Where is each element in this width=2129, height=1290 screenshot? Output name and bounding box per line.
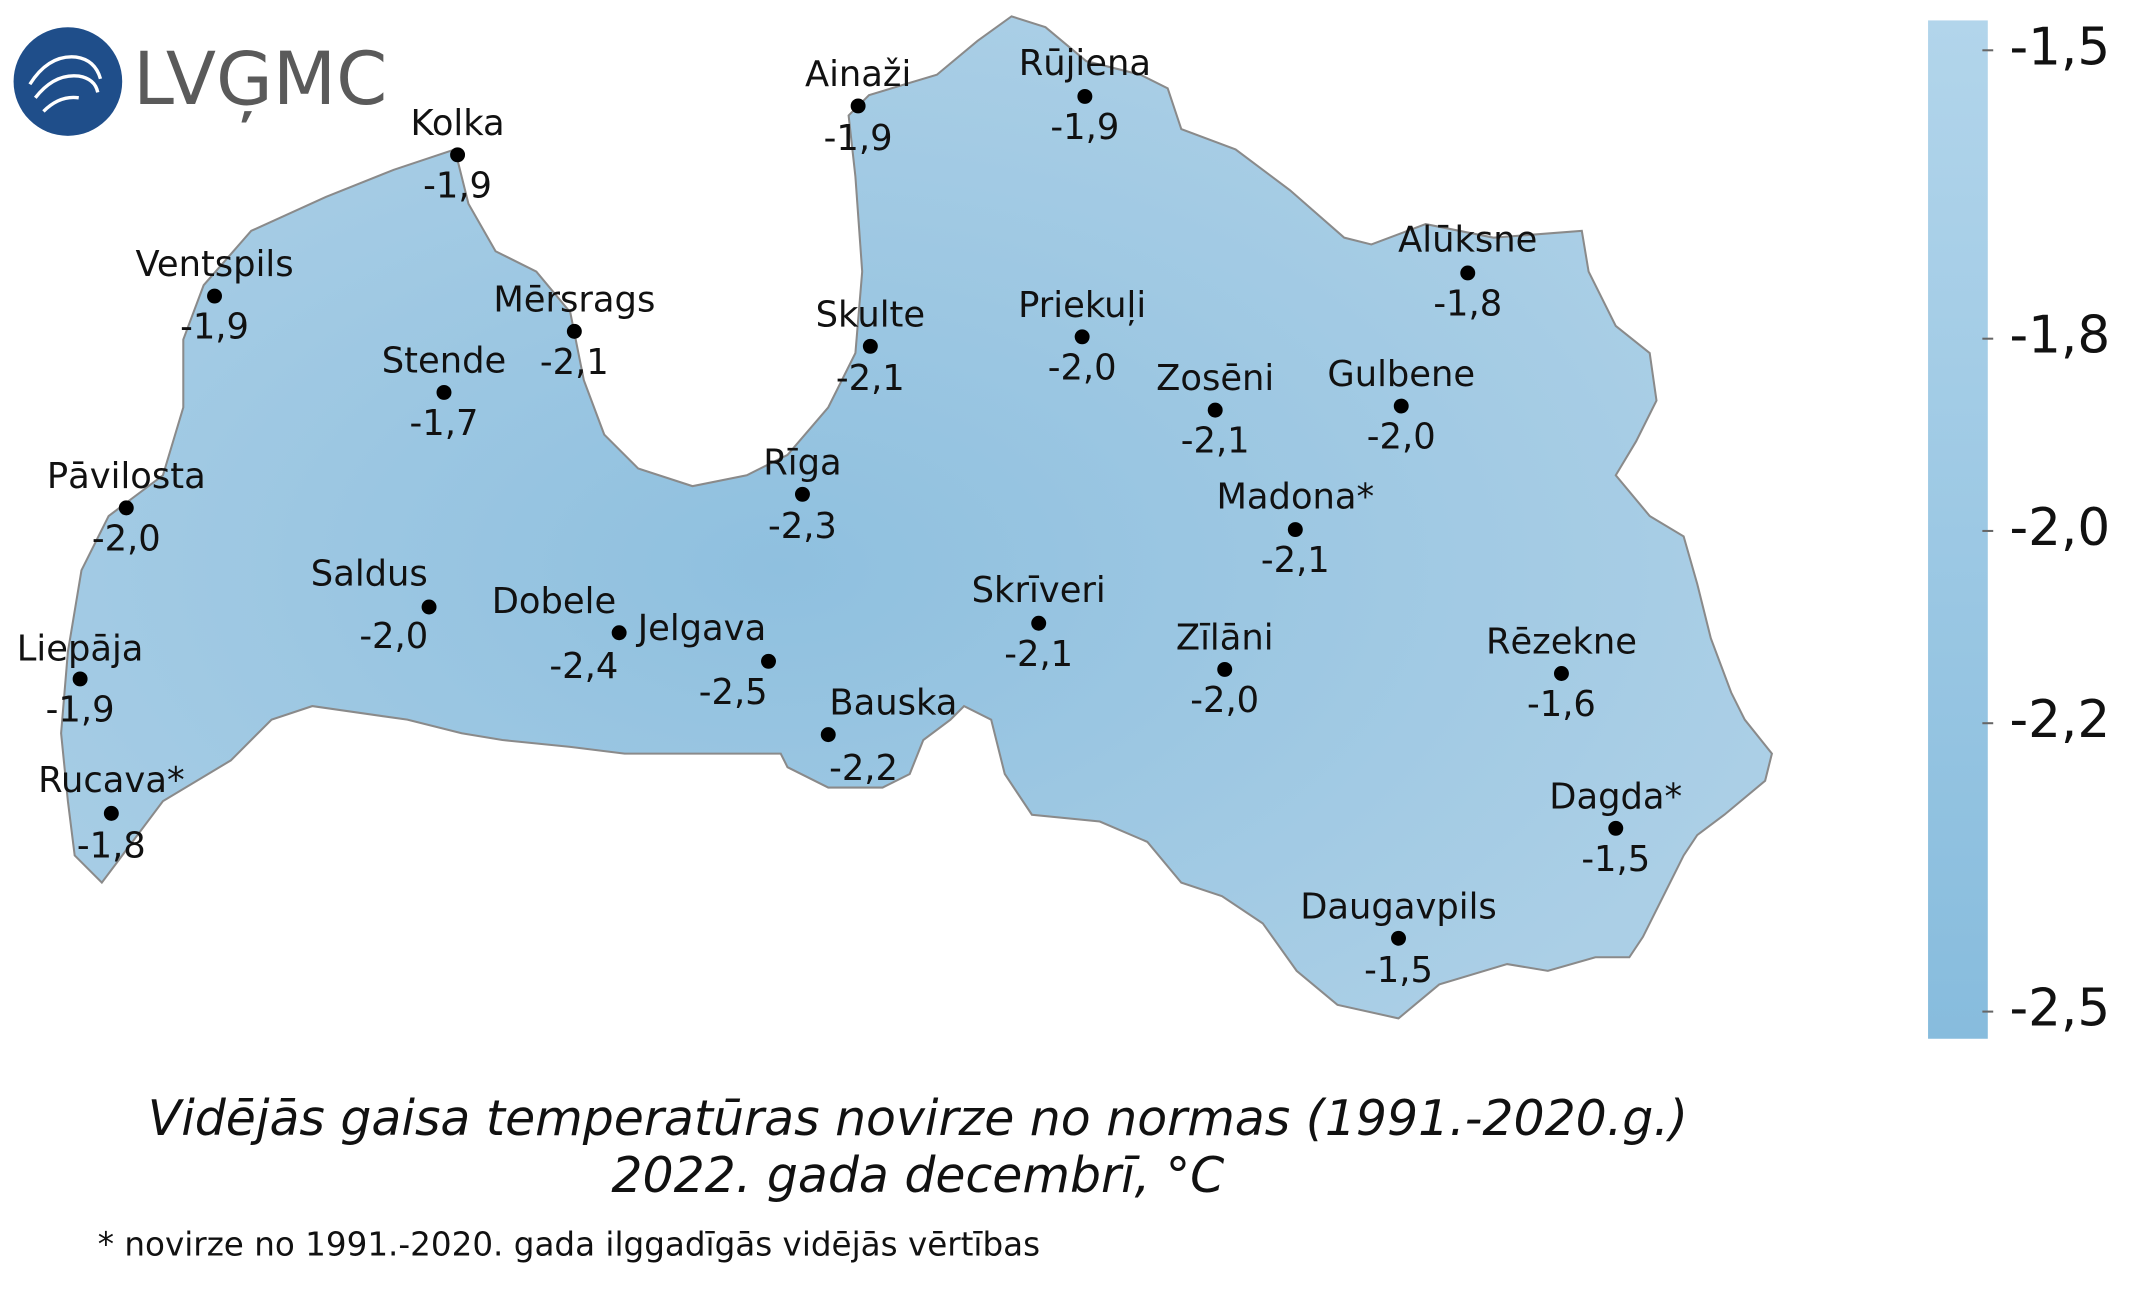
station-name: Rūjiena: [1019, 43, 1151, 84]
station-dot: [820, 727, 836, 743]
station-name: Rīga: [763, 442, 841, 483]
station-value: -2,0: [1190, 680, 1259, 721]
station-dot: [1553, 666, 1569, 681]
station-dot: [1391, 930, 1406, 946]
station-value: -1,9: [180, 307, 249, 348]
station-dot: [1207, 402, 1223, 418]
colorbar-label: -2,2: [2010, 690, 2111, 750]
station-dot: [103, 805, 119, 821]
logo: LVĢMC: [13, 27, 387, 136]
station-value: -1,9: [824, 118, 893, 159]
station-value: -2,0: [92, 518, 161, 559]
station-dot: [1608, 820, 1624, 836]
station-name: Mērsrags: [493, 279, 655, 320]
station-value: -2,0: [1048, 347, 1117, 388]
station-name: Pāvilosta: [47, 456, 206, 497]
station-value: -2,1: [1181, 421, 1250, 462]
station-name: Priekuļi: [1018, 285, 1146, 326]
station-name: Skrīveri: [972, 570, 1106, 611]
title-line: Vidējās gaisa temperatūras novirze no no…: [148, 1090, 1688, 1147]
station-dot: [72, 671, 88, 687]
station-name: Rēzekne: [1486, 622, 1637, 663]
colorbar-label: -1,8: [2010, 306, 2111, 366]
colorbar-label: -2,0: [2010, 498, 2111, 558]
logo-text: LVĢMC: [133, 37, 387, 122]
station-dot: [1287, 522, 1303, 538]
station-value: -2,3: [768, 506, 837, 547]
station-value: -1,9: [46, 690, 115, 731]
station-dot: [1074, 329, 1090, 345]
station-name: Dagda*: [1549, 776, 1682, 817]
station-name: Stende: [382, 341, 506, 382]
station-dot: [794, 486, 810, 502]
footnote: * novirze no 1991.-2020. gada ilggadīgās…: [98, 1225, 1040, 1263]
logo-swirl: [28, 55, 103, 113]
station-name: Kolka: [410, 103, 504, 144]
station-name: Jelgava: [636, 608, 767, 649]
station-value: -2,0: [1367, 417, 1436, 458]
station-value: -2,1: [836, 358, 905, 399]
station-dot: [421, 599, 437, 615]
station-value: -2,0: [359, 616, 428, 657]
station-dot: [1217, 661, 1233, 677]
station-value: -2,2: [829, 748, 898, 789]
station-value: -1,7: [410, 403, 479, 444]
station-value: -1,9: [1050, 107, 1119, 148]
station-value: -1,6: [1527, 684, 1596, 725]
station-name: Alūksne: [1398, 220, 1537, 261]
station-dot: [450, 147, 466, 163]
latvia-outline: [60, 15, 1774, 1020]
station-dot: [436, 384, 452, 400]
station-dot: [207, 288, 222, 304]
station-dot: [611, 625, 627, 641]
station-name: Gulbene: [1327, 354, 1475, 395]
station-dot: [850, 98, 866, 114]
station-dot: [1460, 265, 1476, 281]
station-value: -2,1: [1261, 540, 1330, 581]
station-value: -1,5: [1364, 950, 1433, 991]
station-value: -1,8: [1433, 284, 1502, 325]
station-dot: [1393, 398, 1409, 414]
station-name: Saldus: [311, 554, 428, 595]
station-name: Madona*: [1216, 476, 1374, 517]
station-dot: [761, 653, 776, 669]
station-value: -1,8: [77, 825, 146, 866]
station-dot: [566, 323, 582, 339]
station-dot: [118, 500, 134, 516]
colorbar-label: -2,5: [2010, 979, 2111, 1039]
station-name: Ainaži: [805, 54, 911, 95]
colorbar: [1928, 20, 1988, 1039]
station-name: Zosēni: [1156, 358, 1274, 399]
station-dot: [862, 338, 878, 354]
station-name: Zīlāni: [1176, 618, 1274, 659]
logo-mark: [13, 27, 123, 136]
station-name: Skulte: [816, 294, 926, 335]
station-name: Bauska: [829, 683, 957, 724]
station-dot: [1077, 88, 1093, 104]
station-name: Daugavpils: [1300, 886, 1497, 927]
title-line: 2022. gada decembrī, °C: [611, 1147, 1224, 1204]
station-value: -2,5: [699, 672, 768, 713]
station-dot: [1031, 615, 1047, 631]
station-name: Rucava*: [38, 760, 185, 801]
station-name: Liepāja: [17, 628, 144, 669]
colorbar-label: -1,5: [2010, 17, 2111, 77]
station-name: Dobele: [492, 581, 616, 622]
station-value: -1,9: [423, 165, 492, 206]
station-value: -2,1: [1004, 634, 1073, 675]
station-value: -1,5: [1581, 839, 1650, 880]
station-value: -2,1: [540, 342, 609, 383]
station-value: -2,4: [549, 646, 618, 687]
station-name: Ventspils: [135, 244, 293, 285]
